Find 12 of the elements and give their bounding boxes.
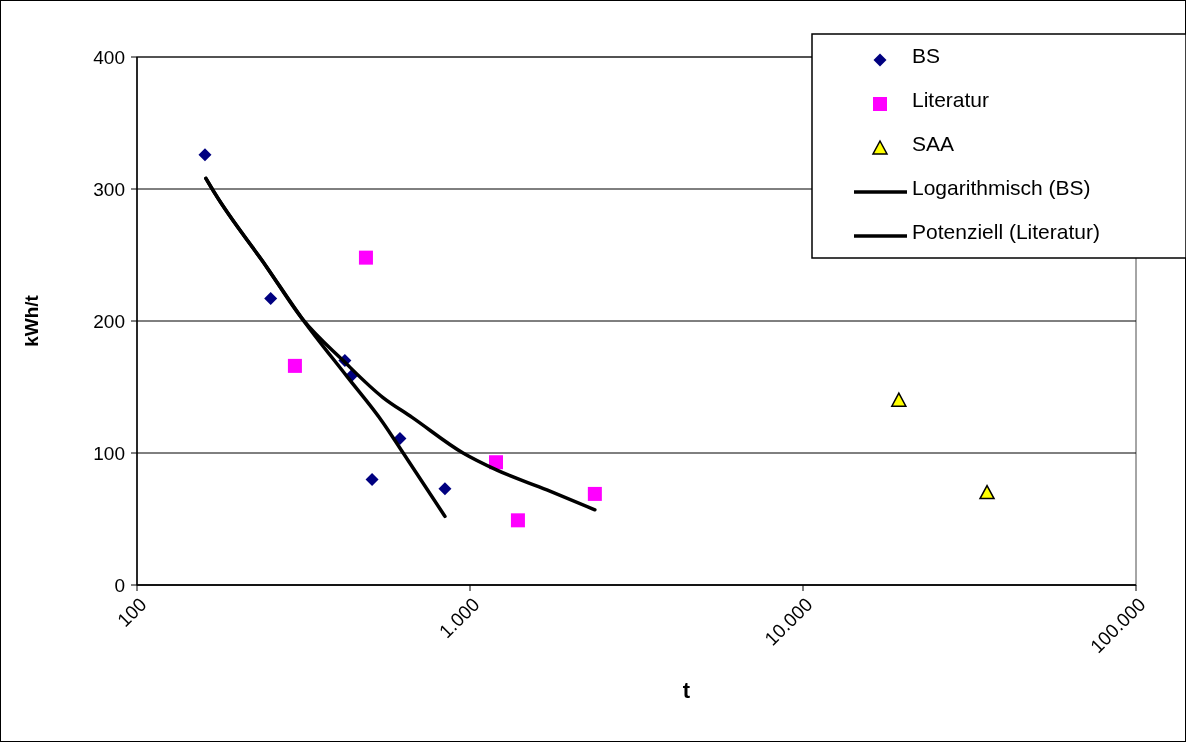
y-tick-label: 400 [93, 46, 125, 68]
legend-label: Logarithmisch (BS) [912, 176, 1091, 200]
y-tick-label: 200 [93, 310, 125, 332]
legend-label: Potenziell (Literatur) [912, 220, 1100, 244]
y-tick-label: 0 [114, 574, 125, 596]
y-axis-title: kWh/t [21, 294, 42, 347]
legend-label: SAA [912, 132, 955, 156]
legend-label: Literatur [912, 88, 990, 112]
y-tick-label: 100 [93, 442, 125, 464]
y-tick-label: 300 [93, 178, 125, 200]
x-axis-title: t [682, 678, 691, 703]
legend-label: BS [912, 44, 941, 68]
